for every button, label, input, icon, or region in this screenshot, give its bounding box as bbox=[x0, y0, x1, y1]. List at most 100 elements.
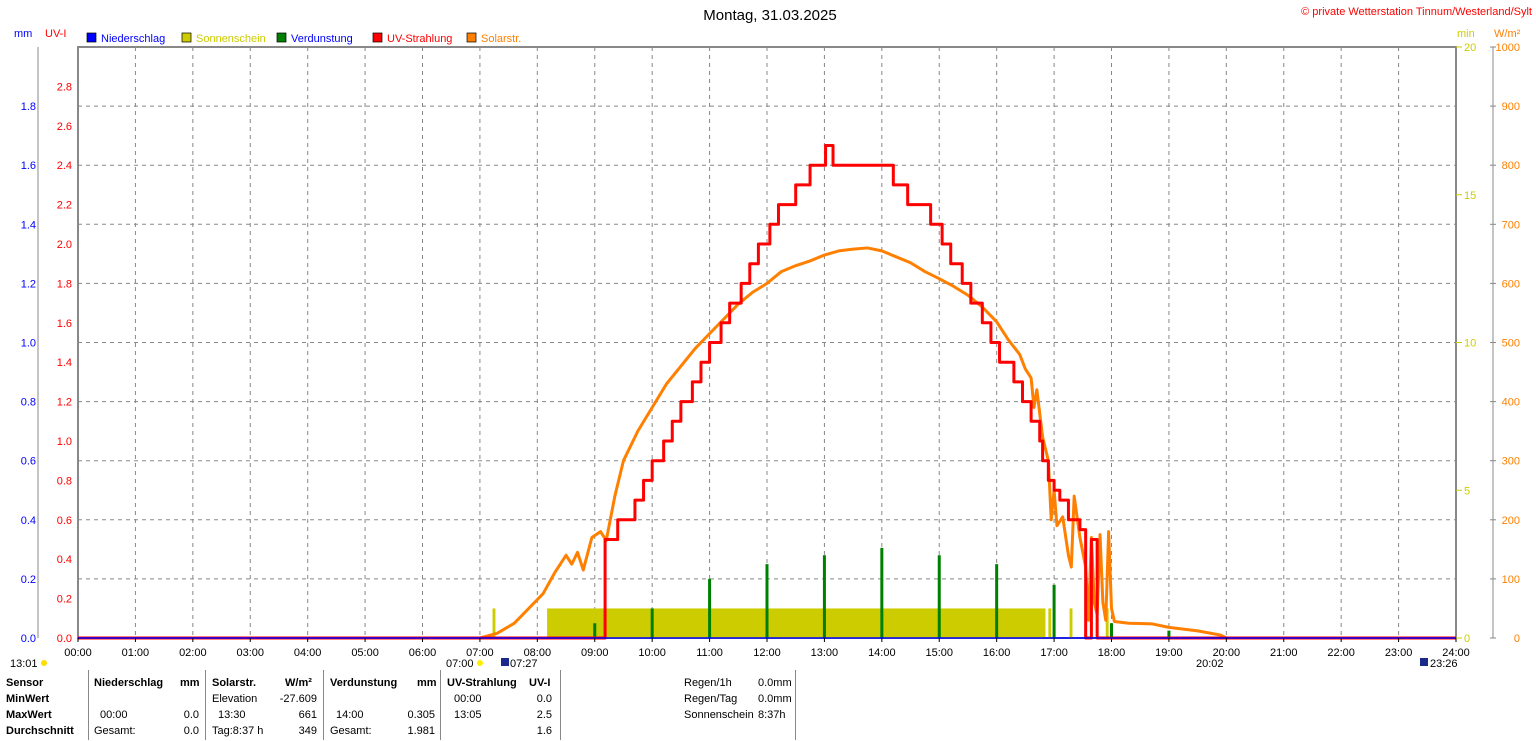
evaporation-bar bbox=[593, 623, 597, 638]
sunshine-series bbox=[492, 608, 1109, 638]
th-uv-unit: UV-I bbox=[529, 677, 551, 689]
divider bbox=[205, 670, 206, 740]
wm2-tick-label: 200 bbox=[1502, 515, 1520, 527]
th-sensor: Sensor bbox=[6, 677, 44, 689]
wm2-tick-label: 500 bbox=[1502, 338, 1520, 350]
x-tick-label: 07:00 bbox=[466, 647, 494, 659]
evaporation-bar bbox=[995, 564, 999, 638]
wm2-tick-label: 1000 bbox=[1496, 42, 1520, 54]
uv-tick-label: 0.2 bbox=[57, 594, 72, 606]
x-tick-label: 21:00 bbox=[1270, 647, 1298, 659]
row-min-label: MinWert bbox=[6, 693, 50, 705]
x-tick-label: 23:00 bbox=[1385, 647, 1413, 659]
wm2-tick-label: 400 bbox=[1502, 397, 1520, 409]
th-evap: Verdunstung bbox=[330, 677, 398, 689]
x-tick-label: 17:00 bbox=[1040, 647, 1068, 659]
uv-tick-label: 2.6 bbox=[57, 121, 72, 133]
max-evap-value: 0.305 bbox=[407, 709, 435, 721]
th-uv: UV-Strahlung bbox=[447, 677, 517, 689]
mm-tick-label: 1.2 bbox=[21, 278, 36, 290]
mm-tick-label: 1.0 bbox=[21, 338, 36, 350]
min-tick-label: 20 bbox=[1464, 42, 1476, 54]
x-tick-label: 00:00 bbox=[64, 647, 92, 659]
mm-tick-label: 1.8 bbox=[21, 101, 36, 113]
legend-swatch-3 bbox=[372, 32, 383, 43]
avg-evap-value: 1.981 bbox=[407, 725, 435, 737]
evaporation-bar bbox=[650, 608, 654, 638]
uv-tick-label: 2.2 bbox=[57, 200, 72, 212]
x-tick-label: 18:00 bbox=[1098, 647, 1126, 659]
max-uv-time: 13:05 bbox=[454, 709, 482, 721]
x-tick-label: 11:00 bbox=[696, 647, 723, 659]
wm2-tick-label: 900 bbox=[1502, 101, 1520, 113]
x-tick-label: 05:00 bbox=[351, 647, 379, 659]
sunrise-time: 07:27 bbox=[510, 658, 538, 670]
axis-unit-wm2: W/m² bbox=[1494, 28, 1521, 40]
sunrise-civil-time: 07:00 bbox=[446, 658, 474, 670]
avg-solar-value: 349 bbox=[298, 725, 317, 737]
max-uv-value: 2.5 bbox=[536, 709, 552, 721]
sunshine-bar bbox=[1105, 608, 1109, 638]
sun-icon bbox=[477, 660, 483, 666]
x-tick-label: 01:00 bbox=[122, 647, 150, 659]
avg-rain-label: Gesamt: bbox=[94, 725, 136, 737]
th-rain: Niederschlag bbox=[94, 677, 164, 689]
summary-sunshine-label: Sonnenschein bbox=[684, 709, 754, 721]
divider bbox=[560, 670, 561, 740]
row-avg-label: Durchschnitt bbox=[6, 725, 74, 737]
max-evap-time: 14:00 bbox=[336, 709, 364, 721]
evaporation-bar bbox=[1052, 584, 1056, 638]
max-rain-time: 00:00 bbox=[100, 709, 128, 721]
uv-tick-label: 1.0 bbox=[57, 436, 72, 448]
evaporation-series bbox=[593, 547, 1171, 638]
th-solar-unit: W/m² bbox=[285, 677, 312, 689]
wm2-tick-label: 600 bbox=[1502, 278, 1520, 290]
x-tick-label: 03:00 bbox=[236, 647, 264, 659]
axis-unit-mm: mm bbox=[14, 28, 32, 40]
legend-swatch-1 bbox=[181, 32, 192, 43]
legend-label-3: UV-Strahlung bbox=[387, 33, 452, 45]
mm-tick-label: 1.6 bbox=[21, 160, 36, 172]
min-uv-value: 0.0 bbox=[536, 693, 552, 705]
min-tick-label: 10 bbox=[1464, 338, 1476, 350]
mm-tick-label: 0.2 bbox=[21, 574, 36, 586]
mm-tick-label: 0.6 bbox=[21, 456, 36, 468]
evaporation-bar bbox=[937, 555, 941, 638]
evaporation-bar bbox=[708, 578, 712, 638]
x-tick-label: 04:00 bbox=[294, 647, 322, 659]
x-tick-label: 20:00 bbox=[1213, 647, 1241, 659]
min-solar-label: Elevation bbox=[212, 693, 258, 705]
sunrise-icon bbox=[501, 658, 509, 666]
copyright: © private Wetterstation Tinnum/Westerlan… bbox=[1301, 6, 1532, 18]
wm2-tick-label: 0 bbox=[1514, 633, 1520, 645]
sunset-time: 20:02 bbox=[1196, 658, 1224, 670]
uv-tick-label: 2.0 bbox=[57, 239, 72, 251]
uv-tick-label: 0.4 bbox=[57, 554, 72, 566]
divider bbox=[323, 670, 324, 740]
chart-title: Montag, 31.03.2025 bbox=[703, 7, 836, 24]
max-rain-value: 0.0 bbox=[183, 709, 199, 721]
grid bbox=[77, 46, 1457, 639]
sunshine-bar bbox=[1069, 608, 1073, 638]
evaporation-bar bbox=[880, 547, 884, 638]
mm-tick-label: 0.8 bbox=[21, 397, 36, 409]
series-line-uvstrahlung bbox=[78, 144, 1456, 640]
uv-tick-label: 0.8 bbox=[57, 475, 72, 487]
avg-evap-label: Gesamt: bbox=[330, 725, 372, 737]
avg-solar-label: Tag:8:37 h bbox=[212, 725, 264, 737]
divider bbox=[795, 670, 796, 740]
x-tick-label: 16:00 bbox=[983, 647, 1011, 659]
x-tick-label: 06:00 bbox=[409, 647, 437, 659]
th-rain-unit: mm bbox=[180, 677, 200, 689]
uv-tick-label: 2.8 bbox=[57, 81, 72, 93]
x-tick-label: 24:00 bbox=[1442, 647, 1470, 659]
uv-tick-label: 1.6 bbox=[57, 318, 72, 330]
moonrise-time: 23:26 bbox=[1430, 658, 1458, 670]
mm-tick-label: 0.4 bbox=[21, 515, 36, 527]
avg-rain-value: 0.0 bbox=[183, 725, 199, 737]
min-tick-label: 0 bbox=[1464, 633, 1470, 645]
max-solar-value: 661 bbox=[298, 709, 317, 721]
legend-label-4: Solarstr. bbox=[481, 33, 521, 45]
uv-tick-label: 1.4 bbox=[57, 357, 72, 369]
